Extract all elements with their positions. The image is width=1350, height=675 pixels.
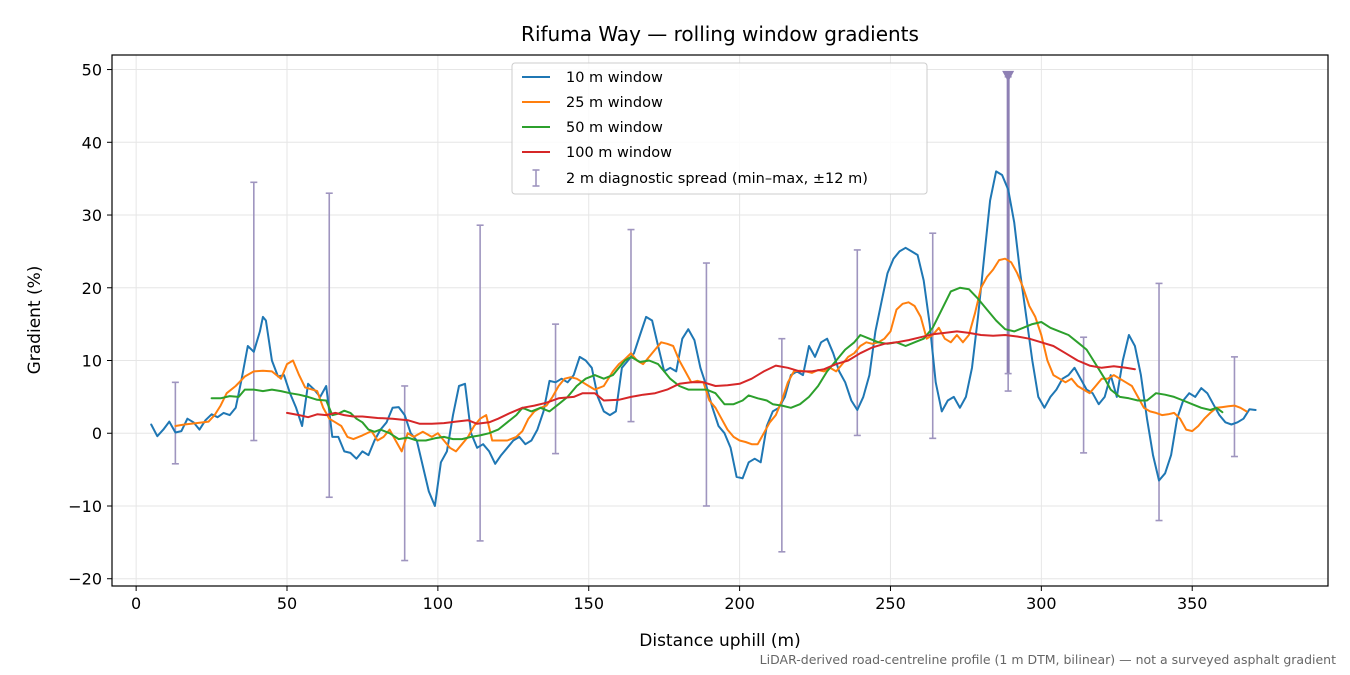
y-tick-label: −10 bbox=[68, 497, 102, 516]
legend-label-errorbar: 2 m diagnostic spread (min–max, ±12 m) bbox=[566, 171, 868, 187]
errorbar bbox=[1230, 356, 1238, 458]
plot-area bbox=[150, 70, 1257, 562]
errorbar bbox=[1080, 336, 1088, 454]
y-tick-label: −20 bbox=[68, 570, 102, 589]
y-tick-label: 0 bbox=[92, 424, 102, 443]
y-tick-label: 20 bbox=[82, 279, 102, 298]
errorbar bbox=[853, 249, 861, 437]
legend-label-100m: 100 m window bbox=[566, 145, 672, 161]
legend-swatch-errorbar bbox=[532, 169, 540, 187]
legend: 10 m window 25 m window 50 m window 100 … bbox=[511, 62, 928, 195]
x-tick-label: 250 bbox=[875, 594, 906, 613]
series-line-2 bbox=[210, 286, 1224, 442]
plot-frame bbox=[111, 54, 1329, 587]
y-tick-label: 40 bbox=[82, 133, 102, 152]
x-tick-label: 200 bbox=[724, 594, 755, 613]
errorbar bbox=[250, 181, 258, 442]
errorbar bbox=[627, 228, 635, 423]
series-line-1 bbox=[174, 257, 1248, 453]
x-tick-label: 150 bbox=[573, 594, 604, 613]
x-axis-title: Distance uphill (m) bbox=[639, 631, 800, 651]
x-tick-label: 100 bbox=[423, 594, 454, 613]
series-line-3 bbox=[286, 330, 1136, 425]
legend-label-10m: 10 m window bbox=[566, 70, 663, 86]
footnote: LiDAR-derived road-centreline profile (1… bbox=[760, 652, 1336, 667]
errorbar bbox=[552, 323, 560, 455]
y-tick-label: 50 bbox=[82, 61, 102, 80]
legend-label-50m: 50 m window bbox=[566, 120, 663, 136]
x-tick-label: 350 bbox=[1177, 594, 1208, 613]
x-tick-label: 50 bbox=[277, 594, 297, 613]
axis-ticks: 0 50 100 150 200 250 300 350 −20 −10 0 10 20 30 40 50 bbox=[68, 61, 1207, 613]
errorbar bbox=[171, 381, 179, 465]
legend-box bbox=[511, 62, 928, 195]
overflow-marker bbox=[1002, 70, 1015, 82]
errorbar bbox=[325, 192, 333, 499]
y-tick-label: 10 bbox=[82, 352, 102, 371]
x-tick-label: 300 bbox=[1026, 594, 1057, 613]
legend-label-25m: 25 m window bbox=[566, 95, 663, 111]
y-axis-title: Gradient (%) bbox=[25, 266, 45, 375]
errorbar bbox=[778, 337, 786, 553]
x-tick-label: 0 bbox=[131, 594, 141, 613]
chart-title: Rifuma Way — rolling window gradients bbox=[521, 22, 919, 46]
errorbar bbox=[476, 224, 484, 542]
y-tick-label: 30 bbox=[82, 206, 102, 225]
